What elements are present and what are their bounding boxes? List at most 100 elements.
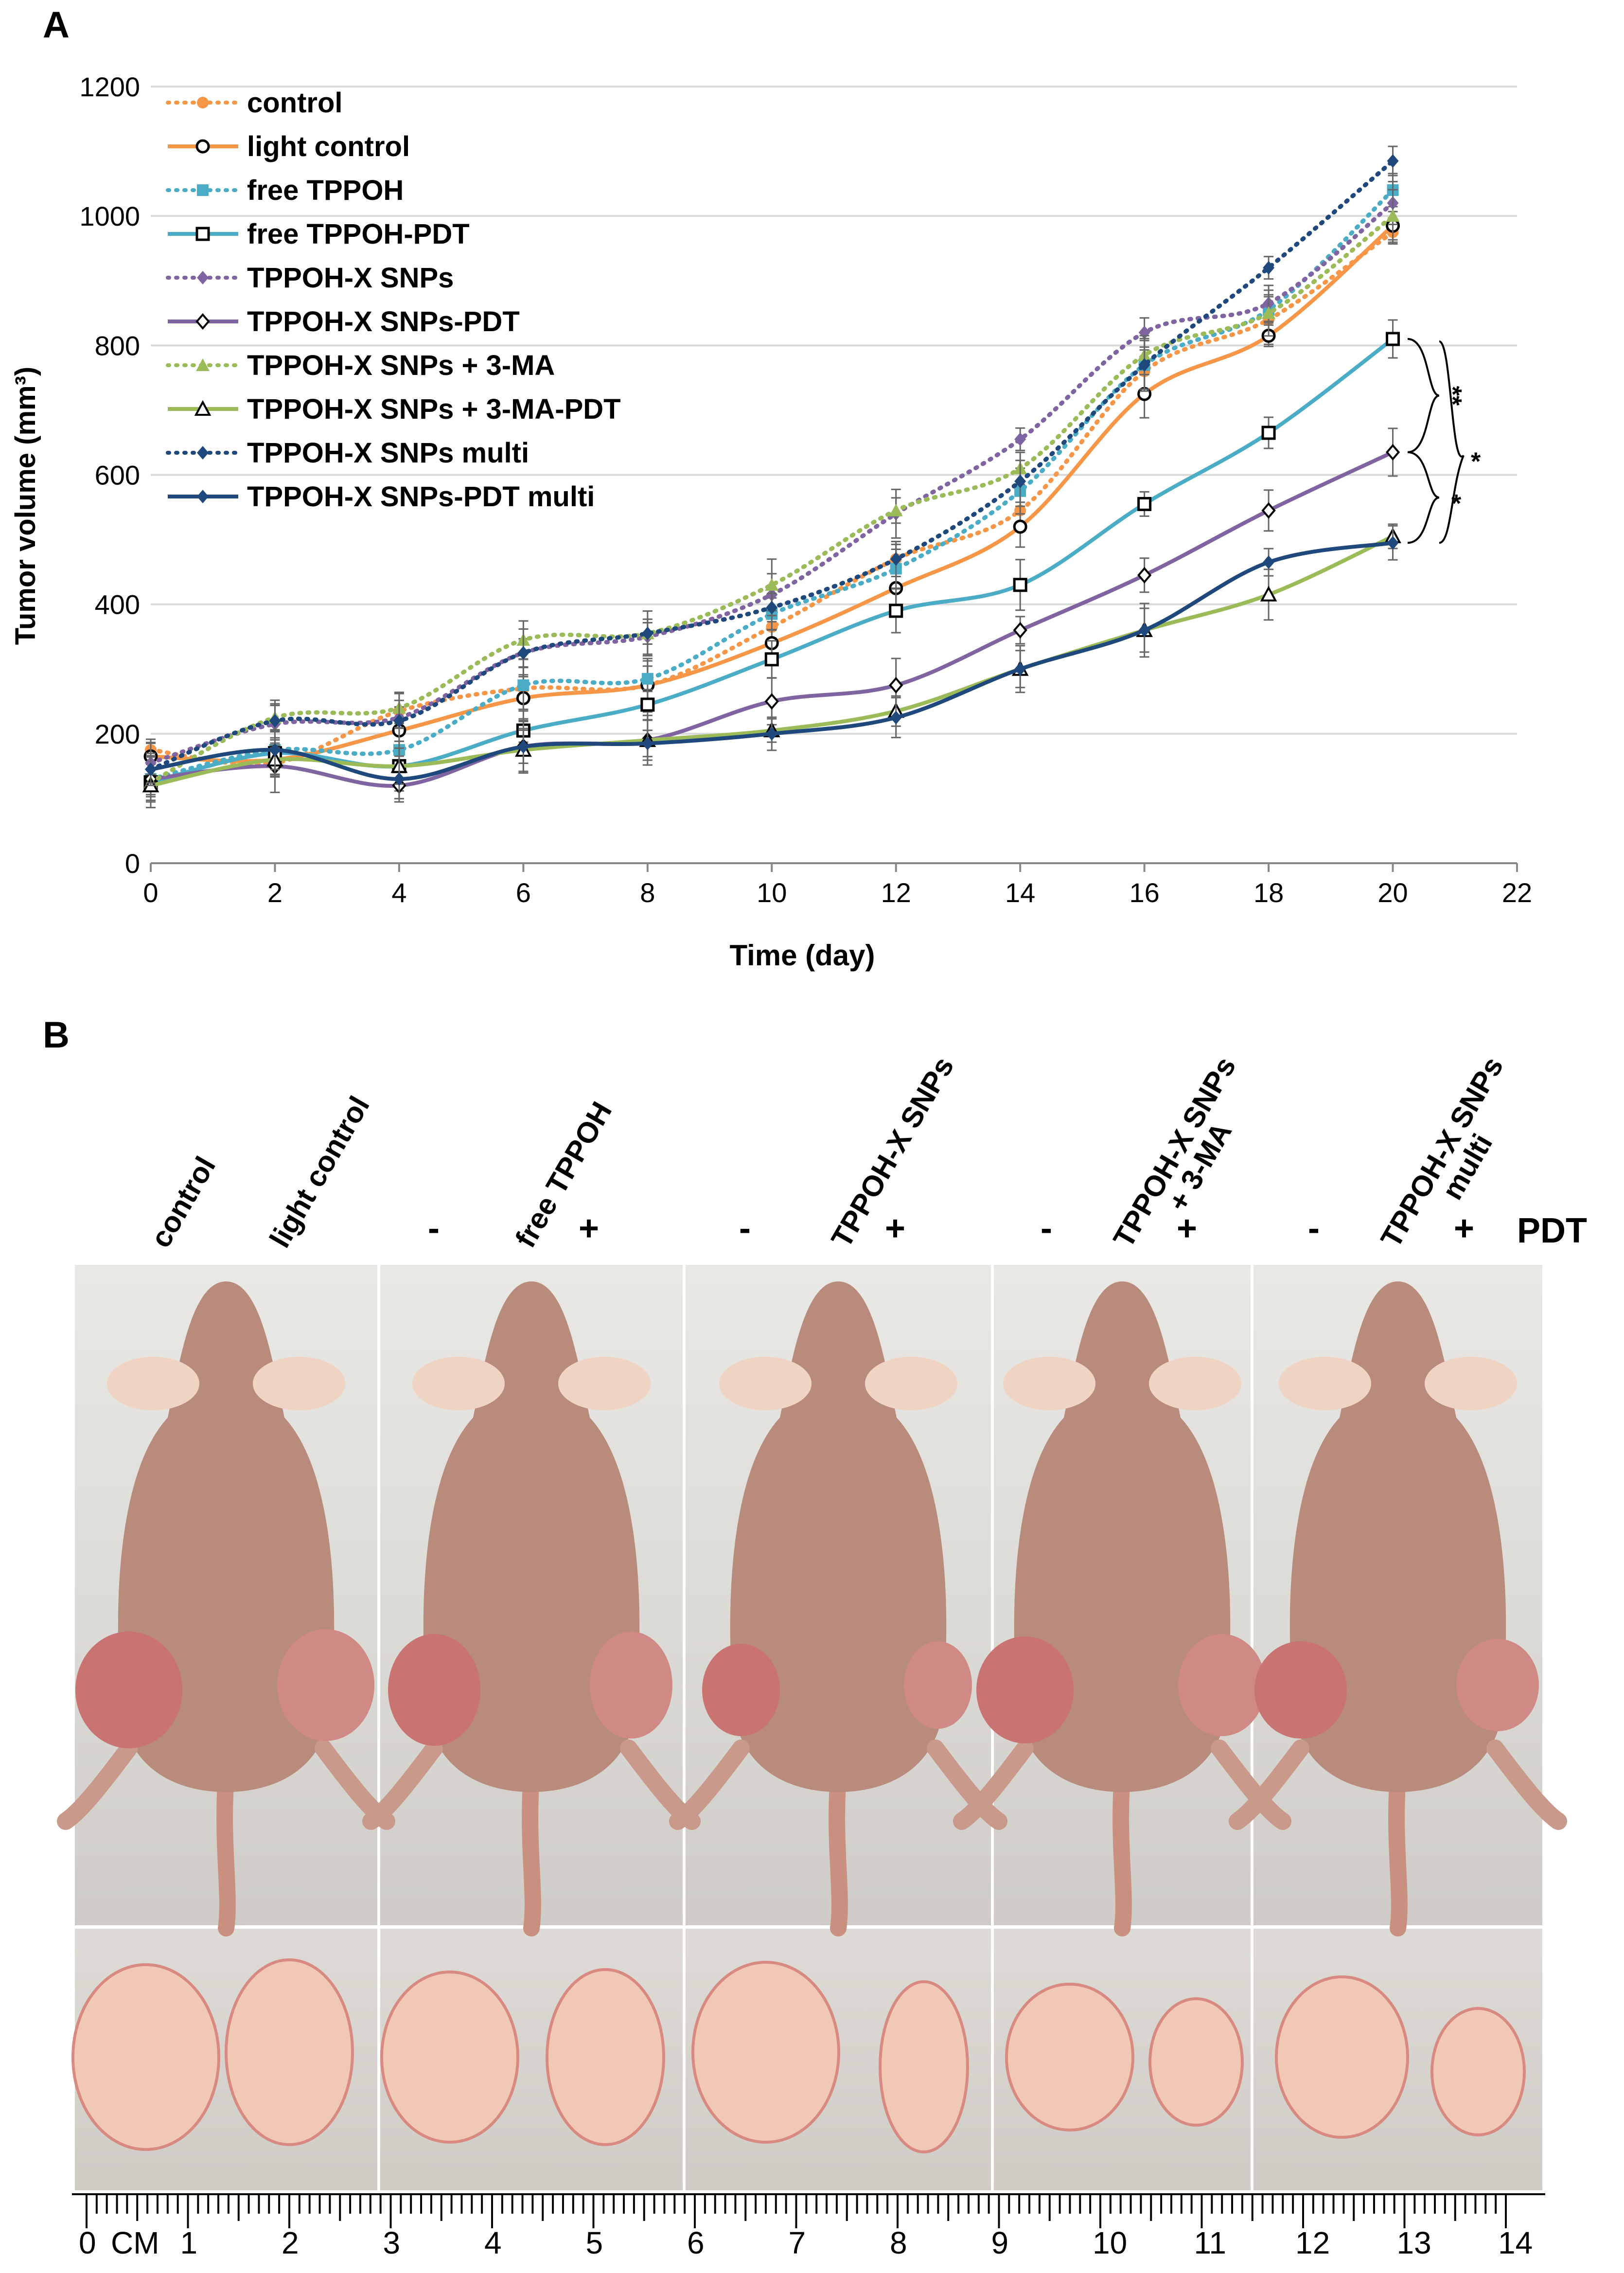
mouse-ear-right xyxy=(865,1357,957,1410)
bracket-outer-star xyxy=(1439,340,1465,544)
y-tick-label: 600 xyxy=(95,460,140,491)
data-point xyxy=(766,601,778,615)
data-point xyxy=(1014,474,1026,488)
legend-label: TPPOH-X SNPs multi xyxy=(247,437,529,469)
mouse-tail xyxy=(829,1769,848,1936)
data-point xyxy=(1386,209,1400,222)
ruler-number: 13 xyxy=(1396,2225,1431,2260)
series-line xyxy=(148,188,1395,781)
y-axis-label: Tumor volume (mm³) xyxy=(10,367,41,645)
mouse-ear-left xyxy=(412,1357,505,1410)
data-point xyxy=(145,763,157,777)
series-tppoh-x-snps-pdt-multi xyxy=(145,525,1399,803)
pdt-label: PDT xyxy=(1517,1211,1587,1250)
ruler-number: 1 xyxy=(180,2225,198,2260)
data-point xyxy=(640,697,655,712)
excised-tumor xyxy=(225,1958,354,2146)
data-point xyxy=(1385,444,1400,461)
data-point xyxy=(890,710,902,725)
x-tick-label: 18 xyxy=(1253,877,1284,908)
tumor-right xyxy=(1456,1639,1539,1731)
ruler xyxy=(72,2193,1545,2271)
y-tick-label: 1000 xyxy=(79,201,140,231)
mouse-leg-left xyxy=(362,1740,443,1830)
mouse-ear-left xyxy=(1003,1357,1095,1410)
tumor-left xyxy=(702,1644,780,1736)
x-tick-label: 12 xyxy=(881,877,911,908)
excised-tumor xyxy=(691,1961,840,2144)
x-tick-label: 4 xyxy=(391,877,406,908)
excised-tumor xyxy=(1430,2007,1526,2136)
ruler-unit: CM xyxy=(111,2225,159,2260)
bracket-double-star xyxy=(1407,338,1440,453)
data-point xyxy=(764,693,779,710)
data-point xyxy=(1014,662,1026,676)
plus-sign: + xyxy=(885,1209,906,1248)
data-point xyxy=(1386,332,1400,346)
x-tick-label: 10 xyxy=(757,877,787,908)
x-tick-label: 20 xyxy=(1377,877,1408,908)
legend-marker xyxy=(195,139,210,154)
data-point xyxy=(889,676,903,694)
data-point xyxy=(1137,567,1152,584)
data-point xyxy=(269,714,281,728)
data-point xyxy=(1262,306,1276,319)
mouse-leg-right xyxy=(927,1740,1007,1830)
ruler-number: 8 xyxy=(890,2225,907,2260)
data-point xyxy=(1260,586,1277,602)
mouse-leg-left xyxy=(57,1740,138,1830)
ruler-number: 2 xyxy=(282,2225,299,2260)
axes: 0 200 400 600 800 1000 1200 0 2 4 6 8 10 12 14 16 18 20 22 xyxy=(79,71,1532,908)
data-point xyxy=(517,679,530,692)
data-point xyxy=(641,736,653,750)
plus-sign: + xyxy=(579,1209,600,1248)
data-point xyxy=(517,646,530,660)
y-tick-label: 200 xyxy=(95,719,140,749)
legend-label: TPPOH-X SNPs + 3-MA xyxy=(247,350,555,381)
plus-sign: + xyxy=(1454,1209,1475,1248)
mouse-leg-left xyxy=(1229,1740,1309,1830)
legend-label: free TPPOH xyxy=(247,175,404,206)
data-point xyxy=(1013,622,1027,639)
minus-sign: - xyxy=(428,1209,440,1248)
significance-label: ** xyxy=(1438,386,1466,406)
data-point xyxy=(1138,623,1150,637)
mouse-ear-right xyxy=(558,1357,651,1410)
ruler-number: 10 xyxy=(1093,2225,1128,2260)
data-point xyxy=(641,626,653,640)
legend-marker xyxy=(197,446,209,460)
ruler-number: 0 xyxy=(79,2225,96,2260)
legend-label: TPPOH-X SNPs xyxy=(247,262,454,294)
mouse-tail xyxy=(522,1769,541,1936)
panel-a-label: A xyxy=(43,4,70,46)
data-point xyxy=(1263,261,1275,275)
data-point xyxy=(764,652,779,667)
data-point xyxy=(641,673,653,685)
data-point xyxy=(765,578,779,591)
data-point xyxy=(393,714,405,728)
mouse-illustration xyxy=(57,1281,395,1936)
ruler-number: 3 xyxy=(383,2225,401,2260)
ruler-number: 7 xyxy=(788,2225,806,2260)
series-line xyxy=(148,159,1395,772)
excised-tumor xyxy=(380,1971,519,2144)
data-point xyxy=(1138,358,1150,372)
legend-label: light control xyxy=(247,131,410,162)
ruler-number: 12 xyxy=(1295,2225,1330,2260)
mouse-body xyxy=(1014,1281,1231,1792)
data-point xyxy=(1387,536,1399,550)
legend-marker xyxy=(197,97,209,108)
bracket-single-star xyxy=(1407,451,1440,544)
ruler-ticks xyxy=(72,2193,1545,2228)
x-tick-label: 16 xyxy=(1129,877,1159,908)
mouse-tail xyxy=(1388,1769,1408,1936)
tumor-right xyxy=(1178,1634,1266,1736)
legend-marker xyxy=(197,490,209,503)
minus-sign: - xyxy=(1308,1209,1320,1248)
ruler-number: 4 xyxy=(484,2225,502,2260)
data-point xyxy=(1014,432,1026,446)
significance-label: * xyxy=(1471,448,1481,476)
x-tick-label: 2 xyxy=(267,877,282,908)
data-point xyxy=(1261,426,1276,440)
excised-tumor xyxy=(1275,1975,1409,2139)
